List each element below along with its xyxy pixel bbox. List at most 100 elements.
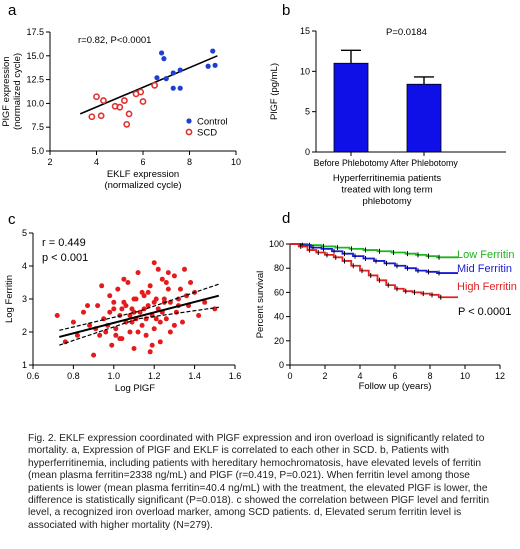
y-tick-label: 3 bbox=[22, 294, 27, 304]
data-point bbox=[202, 299, 208, 305]
y-tick-label: 0 bbox=[305, 147, 310, 157]
data-point bbox=[149, 342, 155, 348]
control-point bbox=[210, 48, 216, 54]
data-point bbox=[151, 326, 157, 332]
legend-label: High Ferritin bbox=[457, 281, 517, 293]
control-point bbox=[159, 50, 165, 56]
control-point bbox=[205, 63, 211, 69]
y-tick-label: 40 bbox=[274, 312, 284, 322]
legend-label: Control bbox=[197, 117, 228, 128]
scd-point bbox=[151, 81, 159, 89]
scd-point bbox=[123, 120, 131, 128]
data-point bbox=[155, 266, 161, 272]
control-point bbox=[177, 67, 183, 73]
ci-lower-line bbox=[59, 306, 219, 346]
x-tick-label: 6 bbox=[392, 371, 397, 381]
scd-point bbox=[100, 97, 107, 104]
data-point bbox=[115, 286, 121, 292]
y-axis-label: Log Ferritin bbox=[4, 275, 15, 323]
scd-point bbox=[88, 113, 96, 121]
subtitle-line: treated with long term bbox=[341, 185, 432, 196]
control-point bbox=[163, 76, 169, 82]
control-point bbox=[154, 75, 160, 81]
data-point bbox=[91, 352, 97, 358]
data-point bbox=[111, 299, 117, 305]
annotation: P=0.0184 bbox=[386, 27, 427, 38]
y-tick-label: 10.0 bbox=[26, 98, 44, 108]
data-point bbox=[109, 342, 115, 348]
data-point bbox=[182, 266, 187, 272]
x-tick-label: 0 bbox=[287, 371, 292, 381]
survival-curve bbox=[290, 243, 458, 259]
x-tick-label: 0.8 bbox=[67, 371, 80, 381]
legend-marker bbox=[185, 128, 193, 136]
data-point bbox=[107, 309, 113, 315]
y-tick-label: 20 bbox=[274, 336, 284, 346]
y-tick-label: 80 bbox=[274, 263, 284, 273]
x-axis-label: (normalized cycle) bbox=[104, 180, 181, 191]
data-point bbox=[143, 332, 149, 338]
y-tick-label: 5 bbox=[22, 228, 27, 238]
data-point bbox=[157, 319, 163, 325]
data-point bbox=[147, 349, 153, 355]
subtitle-line: Hyperferritinemia patients bbox=[333, 173, 441, 184]
data-point bbox=[111, 306, 117, 312]
data-point bbox=[74, 332, 80, 338]
x-tick-label: 10 bbox=[460, 371, 470, 381]
data-point bbox=[117, 336, 123, 342]
data-point bbox=[127, 329, 133, 335]
data-point bbox=[107, 293, 113, 299]
subtitle-line: phlebotomy bbox=[362, 196, 411, 207]
data-point bbox=[188, 280, 194, 285]
y-tick-label: 100 bbox=[269, 239, 284, 249]
x-tick-label: 6 bbox=[140, 157, 145, 167]
x-tick-label: 1.2 bbox=[148, 371, 161, 381]
data-point bbox=[131, 346, 137, 351]
data-point bbox=[81, 309, 86, 315]
x-tick-label: 8 bbox=[187, 157, 192, 167]
panel-label: c bbox=[8, 211, 16, 228]
x-axis-label: EKLF expression bbox=[107, 169, 179, 180]
y-tick-label: 7.5 bbox=[31, 122, 44, 132]
bar bbox=[333, 62, 369, 153]
x-tick-label: 2 bbox=[322, 371, 327, 381]
y-tick-label: 15.0 bbox=[26, 51, 44, 61]
annotation: r=0.82, P<0.0001 bbox=[78, 35, 151, 46]
data-point bbox=[99, 283, 105, 289]
scd-point bbox=[137, 88, 145, 96]
data-point bbox=[171, 273, 177, 279]
panel-label: b bbox=[282, 2, 290, 19]
y-tick-label: 17.5 bbox=[26, 27, 44, 37]
y-tick-label: 1 bbox=[22, 360, 27, 370]
regression-line bbox=[79, 55, 218, 115]
legend-label: Low Ferritin bbox=[457, 249, 514, 261]
x-tick-label: 1.0 bbox=[108, 371, 121, 381]
survival-curve bbox=[290, 243, 458, 299]
x-tick-label: 10 bbox=[231, 157, 241, 167]
scd-point bbox=[125, 110, 133, 118]
y-axis-label: Percent survival bbox=[255, 271, 266, 339]
y-tick-label: 5.0 bbox=[31, 146, 44, 156]
data-point bbox=[157, 339, 163, 345]
data-point bbox=[121, 276, 127, 282]
data-point bbox=[167, 299, 173, 305]
data-point bbox=[165, 286, 171, 292]
x-tick-label: After Phlebotomy bbox=[390, 158, 458, 168]
legend-label: Mid Ferritin bbox=[457, 263, 512, 275]
y-axis-label: (normalized cycle) bbox=[12, 53, 23, 130]
survival-chart-d: d 0 20 40 60 80 100 0 2 4 6 8 10 12 Percent survival Fo… bbox=[255, 210, 517, 392]
x-axis-label: Follow up (years) bbox=[359, 381, 432, 392]
data-point bbox=[133, 296, 139, 302]
data-point bbox=[145, 303, 151, 309]
y-tick-label: 5 bbox=[305, 107, 310, 117]
data-point bbox=[125, 280, 131, 285]
scd-point bbox=[121, 97, 128, 104]
data-point bbox=[87, 322, 93, 328]
panel-b: b 0 5 10 15 P=0.0184 PlGF (pg/mL) Before Phlebo… bbox=[260, 0, 520, 215]
scd-point bbox=[139, 98, 147, 105]
figure-caption: Fig. 2. EKLF expression coordinated with… bbox=[28, 433, 490, 531]
scatter-chart-c: c 1 2 3 4 5 0.6 0.8 1.0 1.2 1.4 1.6 r = 0.449 p < 0.0… bbox=[4, 211, 241, 394]
data-point bbox=[163, 316, 169, 322]
panel-a: a 5.0 7.5 10.0 12.5 15.0 17.5 2 4 6 8 10 r=0.82, P<0… bbox=[0, 0, 260, 215]
legend-marker bbox=[186, 118, 192, 124]
